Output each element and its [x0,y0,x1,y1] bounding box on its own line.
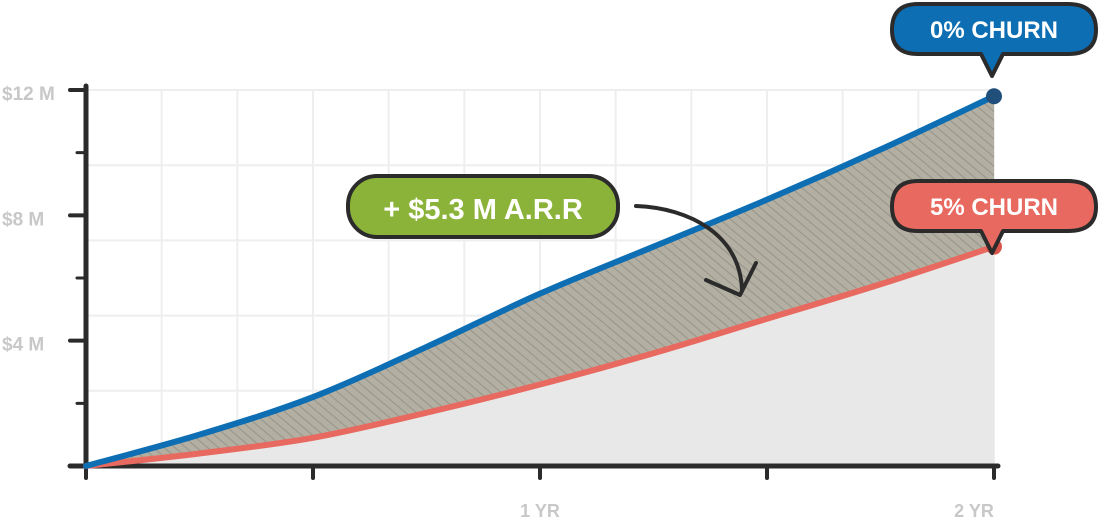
arr-arrow [634,204,744,292]
arr-arrow-head [704,261,758,297]
y-tick-label: $4 M [2,335,44,356]
callout-5pct-churn-bubble [890,179,1098,255]
arr-annotation-badge [346,174,620,239]
y-tick-label: $12 M [2,84,55,105]
area-below-5pct-churn [86,246,994,466]
arr-annotation: + $5.3 M A.R.R [346,174,758,297]
x-tick-label: 2 YR [954,501,994,521]
x-tick-label: 1 YR [520,501,560,521]
series-line-5pct-churn [83,243,997,469]
axes [67,83,1001,480]
callout-0pct-churn: 0% CHURN [890,2,1098,78]
series-line-0pct-churn [83,93,997,469]
y-tick-label: $8 M [2,209,44,230]
callout-5pct-churn-text: 5% CHURN [930,194,1058,221]
endpoint-0pct-churn [986,88,1002,105]
arr-gap-area [86,96,994,467]
callout-0pct-churn-bubble [890,2,1098,78]
callout-0pct-churn-text: 0% CHURN [930,17,1058,44]
callout-5pct-churn: 5% CHURN [890,179,1098,255]
arr-annotation-text: + $5.3 M A.R.R [383,194,583,226]
